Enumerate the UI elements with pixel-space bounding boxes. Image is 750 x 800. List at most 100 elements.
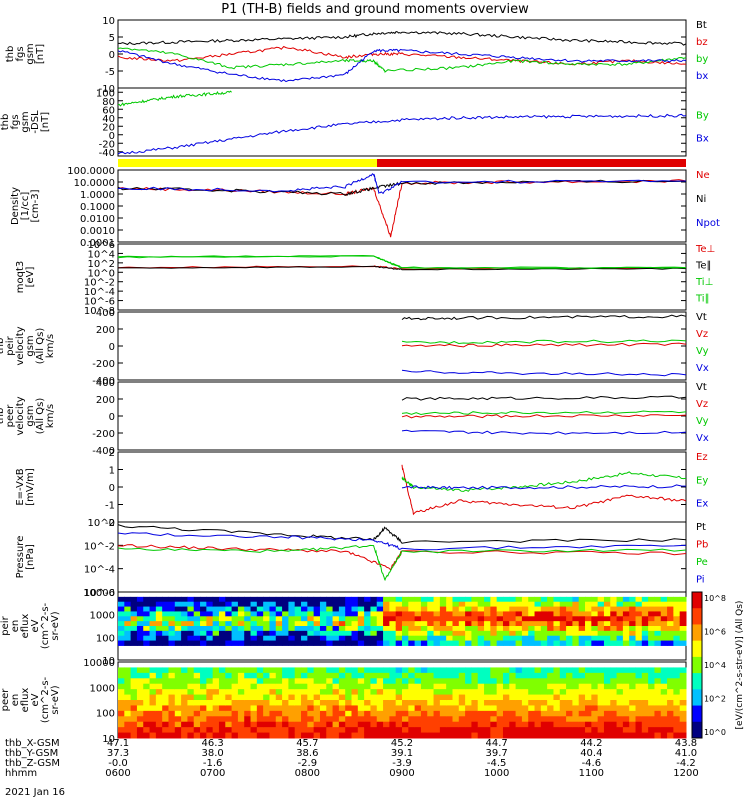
heatmap-cell bbox=[490, 667, 498, 674]
heatmap-cell bbox=[515, 727, 523, 734]
heatmap-cell bbox=[553, 694, 561, 701]
heatmap-cell bbox=[597, 727, 605, 734]
heatmap-cell bbox=[263, 626, 270, 632]
heatmap-cell bbox=[256, 700, 264, 706]
xaxis-value: 0800 bbox=[295, 768, 320, 779]
heatmap-cell bbox=[439, 667, 447, 674]
heatmap-cell bbox=[288, 710, 296, 717]
heatmap-cell bbox=[130, 716, 138, 723]
heatmap-cell bbox=[187, 678, 195, 685]
heatmap-cell bbox=[654, 626, 662, 632]
heatmap-cell bbox=[307, 710, 315, 717]
heatmap-cell bbox=[477, 601, 485, 608]
heatmap-cell bbox=[206, 621, 214, 627]
heatmap-cell bbox=[269, 626, 277, 632]
heatmap-cell bbox=[282, 626, 289, 632]
heatmap-cell bbox=[622, 606, 630, 612]
heatmap-cell bbox=[218, 732, 226, 739]
heatmap-cell bbox=[389, 616, 397, 622]
heatmap-cell bbox=[250, 601, 258, 608]
heatmap-cell bbox=[338, 694, 346, 701]
heatmap-cell bbox=[654, 616, 662, 622]
heatmap-cell bbox=[288, 630, 296, 637]
heatmap-cell bbox=[130, 611, 138, 617]
xaxis-value: 45.2 bbox=[391, 738, 413, 749]
heatmap-cell bbox=[351, 616, 359, 622]
heatmap-cell bbox=[181, 732, 188, 739]
heatmap-cell bbox=[225, 683, 233, 690]
heatmap-cell bbox=[130, 667, 138, 674]
heatmap-cell bbox=[244, 727, 252, 734]
heatmap-cell bbox=[585, 672, 592, 679]
heatmap-cell bbox=[376, 694, 384, 701]
heatmap-cell bbox=[616, 678, 624, 685]
heatmap-cell bbox=[585, 732, 592, 739]
heatmap-cell bbox=[332, 716, 340, 723]
heatmap-cell bbox=[181, 683, 188, 690]
heatmap-cell bbox=[193, 694, 201, 701]
heatmap-cell bbox=[679, 694, 687, 701]
heatmap-cell bbox=[269, 672, 277, 679]
heatmap-cell bbox=[231, 621, 239, 627]
heatmap-cell bbox=[187, 683, 195, 690]
colorbar-swatch bbox=[692, 640, 702, 658]
heatmap-cell bbox=[439, 611, 447, 617]
heatmap-cell bbox=[641, 705, 649, 712]
legend-entry: bz bbox=[696, 37, 708, 48]
heatmap-cell bbox=[471, 667, 479, 674]
heatmap-cell bbox=[149, 694, 157, 701]
heatmap-cell bbox=[679, 732, 687, 739]
heatmap-cell bbox=[610, 626, 618, 632]
heatmap-cell bbox=[585, 616, 592, 622]
series-line-Vx bbox=[401, 429, 687, 435]
heatmap-cell bbox=[484, 626, 491, 632]
ylabel-line: velocity bbox=[15, 326, 26, 365]
heatmap-cell bbox=[275, 705, 283, 712]
heatmap-cell bbox=[433, 710, 441, 717]
heatmap-cell bbox=[313, 667, 321, 674]
heatmap-cell bbox=[307, 672, 315, 679]
heatmap-cell bbox=[622, 700, 630, 706]
heatmap-cell bbox=[528, 611, 536, 617]
heatmap-cell bbox=[648, 601, 655, 608]
xaxis-value: 41.0 bbox=[675, 748, 697, 759]
heatmap-cell bbox=[256, 694, 264, 701]
heatmap-cell bbox=[566, 672, 573, 679]
heatmap-cell bbox=[622, 640, 630, 646]
heatmap-cell bbox=[332, 694, 340, 701]
heatmap-cell bbox=[351, 727, 359, 734]
heatmap-cell bbox=[641, 601, 649, 608]
heatmap-cell bbox=[502, 700, 510, 706]
heatmap-cell bbox=[433, 672, 441, 679]
heatmap-cell bbox=[193, 616, 201, 622]
heatmap-cell bbox=[446, 694, 453, 701]
heatmap-cell bbox=[218, 689, 226, 696]
heatmap-cell bbox=[591, 727, 599, 734]
heatmap-cell bbox=[237, 606, 245, 612]
heatmap-cell bbox=[477, 732, 485, 739]
heatmap-cell bbox=[597, 678, 605, 685]
heatmap-cell bbox=[439, 694, 447, 701]
heatmap-cell bbox=[534, 689, 542, 696]
heatmap-cell bbox=[326, 705, 334, 712]
heatmap-cell bbox=[559, 678, 567, 685]
heatmap-cell bbox=[534, 611, 542, 617]
heatmap-cell bbox=[313, 630, 321, 637]
heatmap-cell bbox=[149, 621, 157, 627]
heatmap-cell bbox=[578, 732, 586, 739]
heatmap-cell bbox=[433, 700, 441, 706]
heatmap-cell bbox=[597, 689, 605, 696]
heatmap-cell bbox=[155, 732, 163, 739]
heatmap-cell bbox=[364, 611, 371, 617]
heatmap-cell bbox=[622, 721, 630, 728]
heatmap-cell bbox=[578, 606, 586, 612]
heatmap-cell bbox=[162, 630, 169, 637]
heatmap-cell bbox=[540, 700, 548, 706]
heatmap-cell bbox=[490, 596, 498, 603]
heatmap-cell bbox=[572, 721, 580, 728]
series-line-Vt bbox=[401, 395, 687, 401]
heatmap-cell bbox=[477, 705, 485, 712]
heatmap-cell bbox=[187, 626, 195, 632]
heatmap-cell bbox=[218, 716, 226, 723]
heatmap-cell bbox=[591, 672, 599, 679]
